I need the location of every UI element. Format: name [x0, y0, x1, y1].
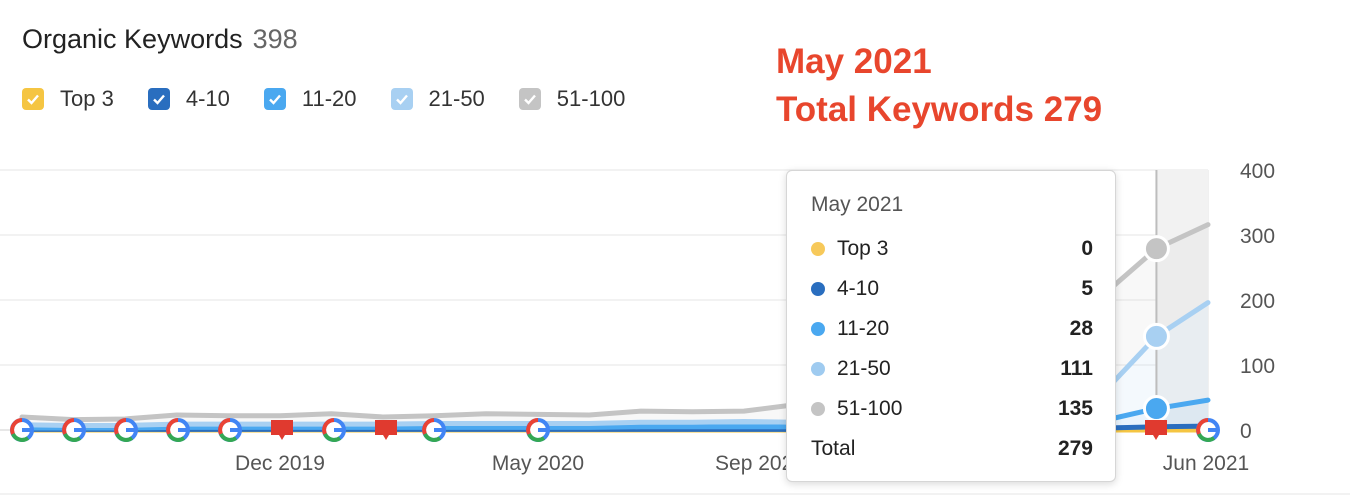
- google-icon-arc: [219, 432, 238, 442]
- series-dot-icon: [811, 362, 825, 376]
- tooltip-row-51-100: 51-100 135: [811, 389, 1093, 429]
- legend-item-11-20[interactable]: 11-20: [263, 86, 357, 112]
- tooltip-row-11-20: 11-20 28: [811, 309, 1093, 349]
- legend-label: 51-100: [556, 86, 626, 111]
- page-title: Organic Keywords 398: [22, 24, 298, 55]
- legend-item-21-50[interactable]: 21-50: [390, 86, 485, 112]
- google-icon-arc: [322, 418, 335, 435]
- y-tick-label: 0: [1240, 420, 1252, 443]
- tooltip-row-value: 111: [1060, 357, 1093, 380]
- annotation: May 2021 Total Keywords 279: [776, 38, 1102, 134]
- tooltip-row-value: 5: [1081, 277, 1093, 300]
- title-text: Organic Keywords: [22, 24, 243, 54]
- tooltip-title: May 2021: [811, 193, 904, 216]
- google-icon-arc: [1196, 418, 1209, 435]
- google-icon-arc: [114, 418, 127, 435]
- y-tick-label: 400: [1240, 160, 1275, 183]
- x-tick-label: Sep 2020: [715, 452, 805, 475]
- hover-marker-51-100: [1142, 235, 1170, 263]
- note-icon: [1145, 420, 1167, 440]
- google-icon-arc: [167, 432, 186, 442]
- hover-marker-11-20: [1142, 395, 1170, 423]
- highlight-band: [1156, 170, 1208, 430]
- tooltip-total-label: Total: [811, 437, 856, 460]
- checkbox-icon[interactable]: [390, 88, 413, 110]
- legend-item-top3[interactable]: Top 3: [22, 86, 114, 112]
- checkbox-icon[interactable]: [518, 88, 541, 110]
- series-dot-icon: [811, 282, 825, 296]
- google-icon-arc: [166, 418, 179, 435]
- note-icon: [375, 420, 397, 440]
- google-icon-arc: [422, 418, 435, 435]
- google-icon-arc: [1197, 432, 1216, 442]
- checkbox-icon[interactable]: [147, 88, 170, 110]
- legend-item-4-10[interactable]: 4-10: [147, 86, 230, 112]
- google-icon-arc: [526, 418, 539, 435]
- tooltip-row-value: 135: [1057, 397, 1093, 420]
- series-dot-icon: [811, 242, 825, 256]
- google-icon-arc: [218, 418, 231, 435]
- annotation-line-2: Total Keywords 279: [776, 90, 1103, 129]
- keyword-count: 398: [252, 24, 298, 54]
- legend-label: 11-20: [301, 86, 357, 111]
- tooltip-row-label: 11-20: [837, 317, 890, 340]
- google-icon-arc: [323, 432, 342, 442]
- legend-item-51-100[interactable]: 51-100: [518, 86, 626, 112]
- google-icon-arc: [62, 418, 75, 435]
- google-icon-arc: [10, 418, 23, 435]
- legend-label: 4-10: [185, 86, 230, 111]
- tooltip-row-value: 28: [1069, 317, 1093, 340]
- series-dot-icon: [811, 402, 825, 416]
- x-tick-label: Dec 2019: [235, 452, 325, 475]
- tooltip-row-top3: Top 3 0: [811, 229, 1093, 269]
- tooltip-row-21-50: 21-50 111: [811, 349, 1093, 389]
- x-tick-label: Jun 2021: [1163, 452, 1249, 475]
- x-tick-label: May 2020: [492, 452, 584, 475]
- y-tick-label: 100: [1240, 355, 1275, 378]
- tooltip-row-4-10: 4-10 5: [811, 269, 1093, 309]
- tooltip-row-total: Total 279: [811, 429, 1093, 469]
- annotation-line-1: May 2021: [776, 42, 932, 81]
- tooltip-row-label: Top 3: [837, 237, 889, 260]
- series-dot-icon: [811, 322, 825, 336]
- tooltip-row-value: 0: [1081, 237, 1093, 260]
- legend: Top 3 4-10 11-20 21-50 51-100: [22, 86, 659, 112]
- google-icon-arc: [527, 432, 546, 442]
- checkbox-icon[interactable]: [22, 88, 44, 110]
- tooltip-row-label: 51-100: [837, 397, 903, 420]
- note-icon: [271, 420, 293, 440]
- google-icon-arc: [63, 432, 82, 442]
- checkbox-icon[interactable]: [263, 88, 286, 110]
- tooltip-row-label: 4-10: [837, 277, 880, 300]
- tooltip-row-label: 21-50: [837, 357, 891, 380]
- google-icon-arc: [423, 432, 442, 442]
- google-icon-arc: [11, 432, 30, 442]
- tooltip-total-value: 279: [1057, 437, 1093, 460]
- google-icon-arc: [115, 432, 134, 442]
- y-tick-label: 300: [1240, 225, 1275, 248]
- legend-label: Top 3: [60, 86, 114, 111]
- y-tick-label: 200: [1240, 290, 1275, 313]
- hover-marker-21-50: [1142, 322, 1170, 350]
- tooltip: May 2021 Top 3 0 4-10 5 11-20 28 21-50 1…: [786, 170, 1116, 482]
- legend-label: 21-50: [428, 86, 485, 111]
